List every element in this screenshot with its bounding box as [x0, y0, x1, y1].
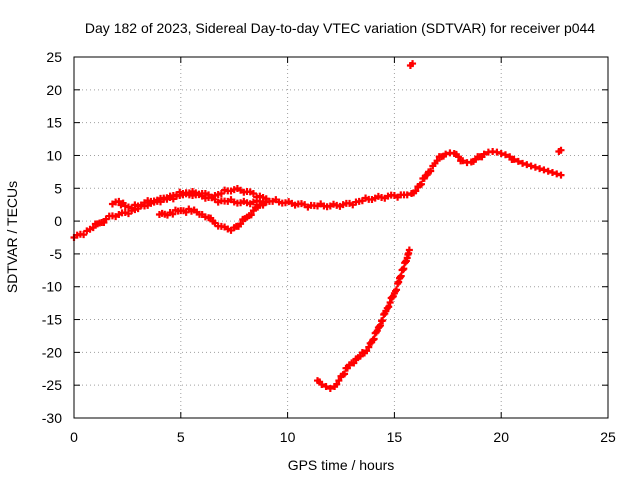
data-point [544, 167, 552, 175]
y-tick-label: -15 [42, 312, 62, 328]
data-point [326, 384, 334, 392]
data-point [536, 165, 544, 173]
data-point [335, 377, 343, 385]
x-tick-label: 0 [70, 429, 78, 445]
series-upper-trace [108, 185, 270, 212]
data-point [403, 191, 411, 199]
plot-frame [73, 56, 609, 419]
x-tick-label: 20 [493, 429, 509, 445]
data-point [497, 149, 505, 157]
data-point [350, 359, 358, 367]
data-point [514, 157, 522, 165]
data-point [548, 169, 556, 177]
data-point [341, 370, 349, 378]
y-tick-label: 20 [46, 82, 62, 98]
data-point [356, 352, 364, 360]
data-point [557, 146, 565, 154]
y-tick-label: 5 [54, 180, 62, 196]
data-point [237, 220, 245, 228]
y-tick-label: -30 [42, 410, 62, 426]
y-tick-label: 25 [46, 49, 62, 65]
y-tick-label: -25 [42, 377, 62, 393]
data-point [169, 210, 177, 218]
x-tick-label: 15 [387, 429, 403, 445]
data-point [531, 163, 539, 171]
y-tick-label: -10 [42, 279, 62, 295]
data-point [365, 343, 373, 351]
data-point [417, 180, 425, 188]
y-tick-label: 0 [54, 213, 62, 229]
data-point [493, 148, 501, 156]
x-tick-label: 25 [600, 429, 616, 445]
axis-ticks: 0 5 10 15 20 25 -30 -25 -20 -15 -10 -5 0 5 10 15 20 25 [42, 49, 616, 445]
data-point [400, 265, 408, 273]
data-point [412, 187, 420, 195]
y-tick-label: -5 [50, 246, 63, 262]
data-point [501, 151, 509, 159]
data-point [442, 150, 450, 158]
data-point [318, 381, 326, 389]
data-point [363, 347, 371, 355]
data-point [333, 380, 341, 388]
data-point [385, 303, 393, 311]
data-point [480, 150, 488, 158]
data-point [262, 198, 270, 206]
series-outlier-points [406, 60, 565, 156]
data-point [405, 246, 413, 254]
data-point [527, 162, 535, 170]
series-dropout-trace [314, 246, 413, 392]
y-axis-label: SDTVAR / TECUs [4, 181, 20, 293]
x-tick-label: 5 [177, 429, 185, 445]
data-point [540, 166, 548, 174]
data-point [115, 197, 123, 205]
series-lower-dip-trace [155, 198, 270, 234]
x-axis-label: GPS time / hours [288, 457, 395, 473]
data-point [397, 272, 405, 280]
data-point [379, 316, 387, 324]
data-point [523, 161, 531, 169]
y-tick-label: 15 [46, 115, 62, 131]
data-point [433, 157, 441, 165]
data-point [519, 159, 527, 167]
data-point [322, 382, 330, 390]
data-point [80, 231, 88, 239]
data-point [557, 171, 565, 179]
data-point [89, 224, 97, 232]
grid [74, 57, 608, 418]
data-point [454, 153, 462, 161]
series-main-trace [70, 148, 565, 241]
data-point [393, 286, 401, 294]
y-tick-label: -20 [42, 344, 62, 360]
chart-title: Day 182 of 2023, Sidereal Day-to-day VTE… [85, 20, 595, 36]
data-series [70, 60, 565, 392]
data-point [247, 211, 255, 219]
x-tick-label: 10 [280, 429, 296, 445]
y-tick-label: 10 [46, 147, 62, 163]
data-point [510, 155, 518, 163]
data-point [459, 157, 467, 165]
data-point [553, 170, 561, 178]
data-point [427, 167, 435, 175]
data-point [409, 60, 417, 68]
